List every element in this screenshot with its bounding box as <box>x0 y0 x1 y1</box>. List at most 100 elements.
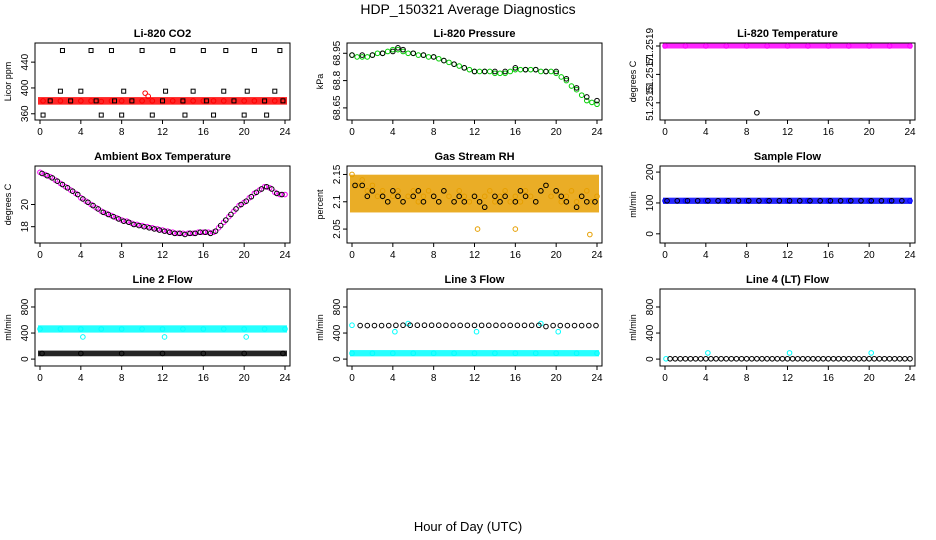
data-point <box>223 48 229 54</box>
y-tick-label: 2.1 <box>332 194 343 208</box>
data-point <box>435 322 442 329</box>
data-point <box>558 198 565 205</box>
panel-title: Ambient Box Temperature <box>94 151 231 163</box>
data-point <box>868 350 875 356</box>
data-point <box>241 112 247 118</box>
data-point <box>395 193 401 200</box>
data-point <box>221 88 227 94</box>
data-point <box>464 322 471 329</box>
data-point <box>888 197 895 204</box>
data-point <box>349 52 355 58</box>
data-point <box>39 350 45 357</box>
data-point <box>136 222 142 229</box>
data-point <box>177 230 183 237</box>
y-axis-label: ml/min <box>628 314 638 341</box>
data-point <box>512 350 519 357</box>
panel-4: Ambient Box Temperature 0 4 8 12 16 20 24 18 20 de… <box>3 151 291 261</box>
data-point <box>573 198 580 205</box>
data-point <box>466 66 473 73</box>
data-point <box>100 209 107 216</box>
data-point <box>349 322 355 329</box>
data-point <box>110 213 117 220</box>
data-point <box>441 57 447 64</box>
data-point <box>868 197 875 204</box>
data-point <box>845 355 852 362</box>
data-point <box>95 206 101 212</box>
data-point <box>481 68 488 75</box>
data-point <box>187 230 193 237</box>
data-point <box>789 355 796 362</box>
data-point <box>532 66 539 73</box>
data-point <box>558 74 565 80</box>
data-point <box>88 48 94 54</box>
data-point <box>197 229 204 236</box>
data-point <box>385 322 392 329</box>
data-point <box>594 97 600 104</box>
x-tick-label: 16 <box>823 127 835 138</box>
x-tick-label: 4 <box>703 373 709 384</box>
data-point <box>487 188 493 194</box>
data-point <box>512 66 519 73</box>
data-point <box>159 326 166 332</box>
x-tick-label: 24 <box>904 373 916 384</box>
x-tick-label: 12 <box>782 250 794 261</box>
data-point <box>384 198 391 205</box>
data-point <box>492 68 498 75</box>
data-point <box>502 188 508 194</box>
data-point <box>517 188 524 194</box>
data-point <box>564 322 571 329</box>
data-point <box>161 334 168 340</box>
data-point <box>159 350 166 357</box>
x-tick-label: 24 <box>591 250 603 261</box>
data-point <box>687 355 694 362</box>
data-point <box>118 350 125 357</box>
data-point <box>430 350 437 357</box>
series-2 <box>667 355 913 362</box>
data-point <box>708 355 714 362</box>
data-point <box>359 54 366 60</box>
data-point <box>80 196 86 202</box>
data-point <box>407 322 413 329</box>
data-point <box>200 350 207 357</box>
x-tick-label: 8 <box>744 250 750 261</box>
x-tick-label: 12 <box>469 250 481 261</box>
y-tick-label: 0 <box>20 356 31 362</box>
y-tick-label: 51.2515 <box>645 84 656 121</box>
data-point <box>200 229 207 236</box>
data-point <box>121 88 127 94</box>
series-1 <box>349 350 600 357</box>
data-point <box>390 48 396 55</box>
data-point <box>876 355 883 362</box>
data-point <box>244 88 250 94</box>
x-tick-label: 24 <box>904 127 916 138</box>
data-point <box>557 322 564 329</box>
data-point <box>156 227 163 233</box>
data-point <box>476 68 483 75</box>
data-point <box>108 98 115 104</box>
data-point <box>268 186 275 192</box>
data-point <box>573 204 580 211</box>
data-point <box>573 350 580 357</box>
data-point <box>379 188 386 194</box>
data-point <box>364 54 371 60</box>
data-point <box>776 197 783 204</box>
x-tick-label: 8 <box>431 127 437 138</box>
data-point <box>550 322 556 329</box>
data-point <box>264 112 270 118</box>
panel-8: Line 3 Flow 0 4 8 12 16 20 24 0 400 800 ml/min <box>315 274 603 384</box>
data-point <box>182 112 188 118</box>
data-point <box>507 198 514 205</box>
data-point <box>810 355 816 362</box>
data-point <box>805 197 811 204</box>
data-point <box>251 98 258 104</box>
data-point <box>825 355 832 362</box>
data-point <box>352 182 358 189</box>
data-point <box>200 326 207 332</box>
data-point <box>349 171 355 178</box>
data-point <box>190 98 196 104</box>
data-point <box>703 197 709 204</box>
data-point <box>443 322 449 329</box>
data-point <box>364 322 371 329</box>
data-point <box>369 188 376 194</box>
data-point <box>220 98 227 104</box>
